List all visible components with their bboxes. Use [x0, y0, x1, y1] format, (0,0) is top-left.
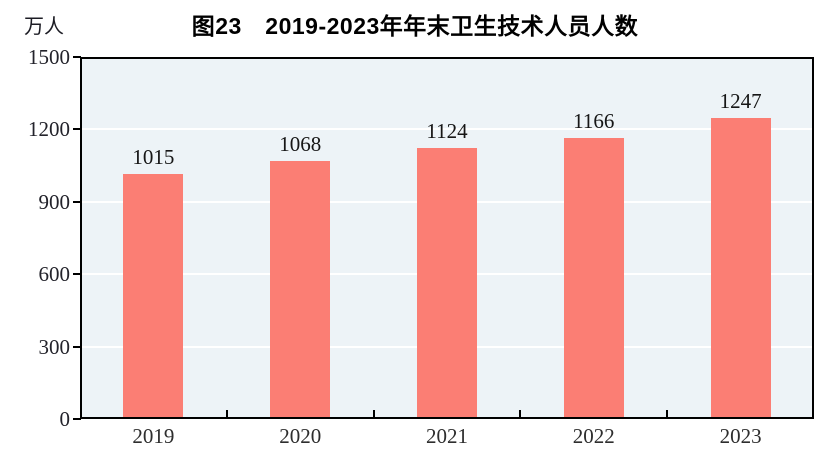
bar-value-label-2023: 1247	[719, 89, 762, 114]
y-axis-tick	[73, 128, 81, 131]
y-axis-tick-label: 600	[38, 262, 71, 287]
x-axis-tick	[519, 410, 522, 419]
y-axis-tick-label: 1200	[28, 117, 70, 142]
bar-value-label-2020: 1068	[279, 132, 322, 157]
bar-value-label-2022: 1166	[573, 108, 615, 133]
x-axis-tick	[372, 410, 375, 419]
y-axis-tick-label: 0	[59, 407, 71, 431]
bar-2019	[123, 174, 184, 419]
x-axis-label-2020: 2020	[279, 424, 322, 448]
y-axis-tick-label: 900	[38, 189, 71, 214]
x-axis-tick	[225, 410, 228, 419]
y-axis-tick	[73, 56, 81, 58]
y-axis-tick-label: 1500	[28, 45, 70, 69]
y-axis-unit-label: 万人	[24, 16, 64, 38]
y-axis-tick-label: 300	[38, 334, 71, 359]
y-axis-tick	[73, 200, 81, 203]
x-axis-label-2021: 2021	[426, 424, 468, 448]
x-axis-label-2023: 2023	[719, 424, 762, 448]
chart-title: 图23 2019-2023年年末卫生技术人员人数	[191, 13, 639, 39]
bar-value-label-2019: 1015	[132, 145, 175, 170]
x-axis-label-2019: 2019	[132, 424, 175, 448]
bar-2021	[417, 147, 477, 419]
bar-2022	[563, 137, 624, 419]
bar-2020	[270, 161, 331, 419]
x-axis-label-2022: 2022	[572, 424, 615, 448]
y-axis-tick	[73, 418, 81, 420]
plot-area	[80, 57, 814, 419]
y-axis-tick	[73, 273, 81, 276]
gridline-1200	[80, 128, 814, 131]
bar-2023	[710, 118, 771, 419]
bar-value-label-2021: 1124	[426, 118, 468, 143]
x-axis-tick	[666, 410, 669, 419]
y-axis-tick	[73, 345, 81, 348]
